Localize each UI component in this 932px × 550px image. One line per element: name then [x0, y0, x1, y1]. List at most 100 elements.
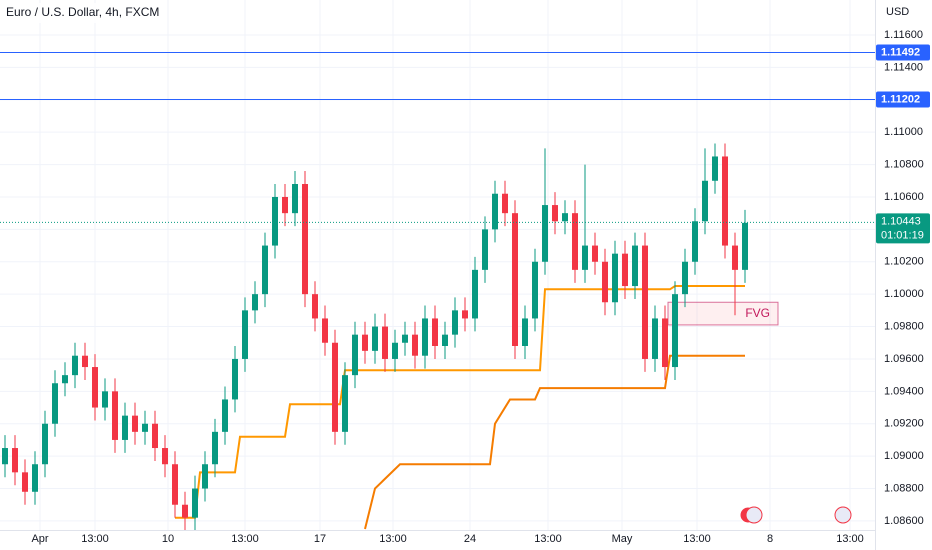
x-tick-label: 13:00 [81, 533, 109, 545]
x-tick-label: 13:00 [534, 533, 562, 545]
x-tick-label: 13:00 [836, 533, 864, 545]
y-tick-label: 1.11600 [884, 29, 923, 41]
y-tick-label: 1.11400 [884, 61, 923, 73]
candle-body [92, 367, 98, 408]
candle-body [82, 355, 88, 368]
indicator-line [364, 354, 745, 530]
candle-body [572, 213, 578, 270]
candle-body [342, 375, 348, 432]
candle-body [142, 423, 148, 432]
annotation-label: FVG [745, 306, 770, 320]
candle-body [312, 294, 318, 319]
y-tick-label: 1.10600 [884, 191, 924, 203]
candle-body [372, 326, 378, 351]
candle-body [692, 221, 698, 262]
level-label-bg [876, 91, 930, 108]
last-price-bg [876, 213, 930, 244]
candle-body [102, 391, 108, 408]
y-tick-label: 1.09000 [884, 450, 924, 462]
candle-body [582, 245, 588, 270]
x-tick-label: 13:00 [683, 533, 711, 545]
candle-body [452, 310, 458, 335]
candle-body [222, 399, 228, 432]
candle-body [292, 184, 298, 214]
candle-body [322, 318, 328, 343]
y-tick-label: 1.10200 [884, 256, 924, 268]
candle-body [202, 464, 208, 489]
level-label: 1.11492 [881, 46, 920, 58]
candle-body [52, 383, 58, 424]
x-tick-label: 13:00 [231, 533, 259, 545]
candle-body [482, 229, 488, 270]
currency-label: USD [886, 6, 909, 18]
level-label-bg [876, 44, 930, 61]
candle-body [352, 334, 358, 376]
x-tick-label: May [612, 533, 633, 545]
candle-body [362, 334, 368, 351]
candle-body [242, 310, 248, 359]
candle-body [612, 253, 618, 303]
candle-body [112, 391, 118, 440]
annotation-box [667, 301, 779, 326]
candle-body [492, 193, 498, 230]
x-tick-label: 10 [162, 533, 174, 545]
candle-body [252, 294, 258, 311]
y-tick-label: 1.10800 [884, 158, 924, 170]
candle-body [702, 180, 708, 222]
candle-body [262, 245, 268, 295]
x-tick-label: 17 [314, 533, 326, 545]
candle-body [162, 448, 168, 465]
candle-body [392, 342, 398, 359]
candle-body [512, 213, 518, 346]
candle-body [712, 156, 718, 181]
candle-body [152, 423, 158, 449]
candle-body [12, 448, 18, 473]
candle-body [62, 375, 68, 384]
candle-body [412, 334, 418, 356]
candle-body [542, 205, 548, 262]
candle-body [742, 222, 748, 270]
candle-body [332, 342, 338, 432]
candle-body [552, 205, 558, 222]
candle-body [602, 261, 608, 303]
candle-body [432, 318, 438, 346]
candle-body [2, 448, 8, 465]
candle-body [532, 261, 538, 319]
candle-body [662, 318, 668, 368]
candle-body [422, 318, 428, 356]
candle-body [182, 504, 188, 518]
candle-body [232, 358, 238, 400]
candle-body [172, 464, 178, 505]
candle-body [402, 334, 408, 343]
candle-body [672, 294, 678, 368]
y-tick-label: 1.08600 [884, 515, 924, 527]
candle-body [72, 355, 78, 376]
y-tick-label: 1.09400 [884, 385, 924, 397]
y-tick-label: 1.10000 [884, 288, 924, 300]
last-price-label: 1.10443 [881, 215, 921, 227]
x-tick-label: 8 [767, 533, 773, 545]
candle-body [42, 423, 48, 465]
candle-body [502, 193, 508, 214]
y-tick-label: 1.09800 [884, 320, 924, 332]
event-icon[interactable] [834, 506, 852, 524]
candle-body [302, 184, 308, 295]
candle-body [132, 415, 138, 432]
x-tick-label: 13:00 [379, 533, 407, 545]
candle-body [682, 261, 688, 295]
candle-body [592, 245, 598, 262]
candle-body [472, 269, 478, 319]
candle-body [282, 196, 288, 214]
candle-body [642, 245, 648, 359]
candle-body [522, 318, 528, 346]
candle-body [722, 156, 728, 246]
y-tick-label: 1.08800 [884, 482, 924, 494]
x-tick-label: Apr [31, 533, 48, 545]
chart-title: Euro / U.S. Dollar, 4h, FXCM [6, 5, 159, 19]
candle-body [462, 310, 468, 319]
title-bg [0, 3, 158, 23]
candle-body [652, 318, 658, 359]
candle-body [122, 415, 128, 440]
event-icon[interactable] [745, 506, 763, 524]
